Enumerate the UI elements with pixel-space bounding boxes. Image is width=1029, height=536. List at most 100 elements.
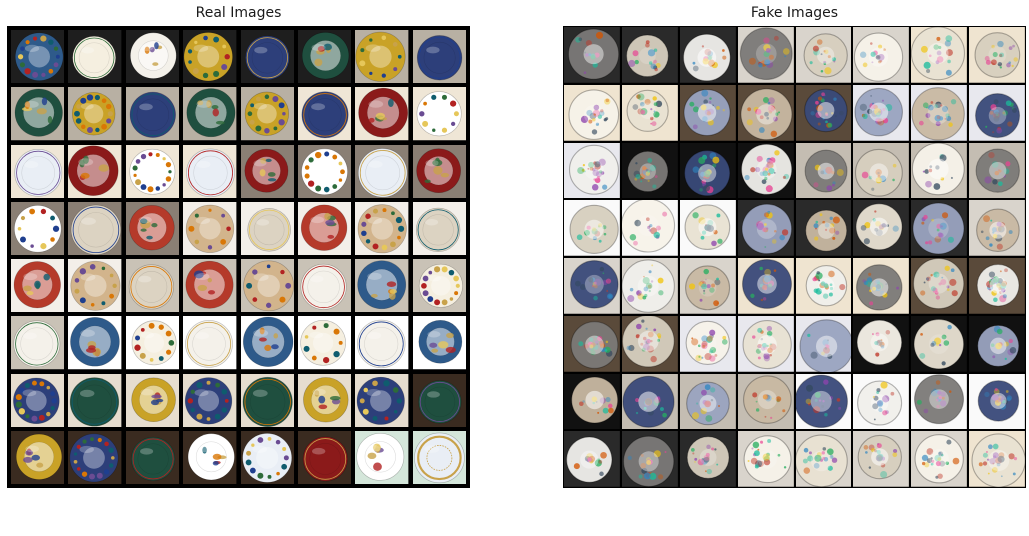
real-plate-image bbox=[11, 201, 65, 255]
real-plate-image bbox=[183, 373, 237, 427]
fake-plate-image bbox=[853, 200, 910, 256]
fake-plate-image bbox=[621, 200, 678, 256]
fake-plate-image bbox=[737, 142, 794, 199]
fake-plate-image bbox=[795, 315, 852, 372]
real-plate-image bbox=[11, 259, 65, 313]
fake-plate-image bbox=[969, 200, 1025, 256]
fake-plate-image bbox=[621, 142, 678, 199]
real-plate-image bbox=[125, 259, 180, 313]
real-plate-image bbox=[68, 87, 122, 141]
fake-plate-image bbox=[621, 431, 678, 487]
fake-plate-image bbox=[737, 315, 794, 372]
real-plate-image bbox=[240, 144, 294, 198]
fake-plate-image bbox=[969, 142, 1025, 199]
fake-plate-image bbox=[737, 84, 794, 141]
fake-plate-image bbox=[621, 258, 678, 314]
fake-plate-image bbox=[737, 373, 794, 430]
fake-plate-image bbox=[969, 373, 1025, 430]
real-plate-image bbox=[125, 373, 180, 427]
real-plate-image bbox=[412, 87, 466, 141]
real-plate-image bbox=[297, 373, 352, 427]
real-plate-image bbox=[355, 144, 409, 198]
real-plate-image bbox=[297, 430, 352, 484]
real-plate-image bbox=[412, 430, 466, 484]
fake-plate-image bbox=[621, 84, 678, 141]
real-plate-image bbox=[183, 259, 237, 313]
fake-plate-image bbox=[795, 84, 852, 141]
real-plate-image bbox=[355, 201, 409, 255]
right-panel-title: Fake Images bbox=[750, 5, 839, 21]
real-plate-image bbox=[11, 373, 65, 427]
fake-plate-image bbox=[564, 142, 620, 199]
real-plate-image bbox=[355, 316, 409, 370]
real-plate-image bbox=[11, 430, 65, 484]
real-plate-image bbox=[355, 259, 409, 313]
fake-plate-image bbox=[679, 142, 736, 199]
real-plate-image bbox=[240, 316, 294, 370]
fake-plate-image bbox=[853, 431, 910, 487]
fake-plate-image bbox=[969, 431, 1025, 487]
real-plate-image bbox=[240, 373, 294, 427]
real-plate-image bbox=[240, 430, 294, 484]
real-plate-image bbox=[68, 259, 122, 313]
real-plate-image bbox=[11, 87, 65, 141]
real-plate-image bbox=[355, 87, 409, 141]
fake-plate-image bbox=[969, 258, 1025, 314]
fake-plate-image bbox=[969, 315, 1025, 372]
real-plate-image bbox=[183, 430, 237, 484]
real-plate-image bbox=[11, 30, 65, 84]
real-plate-image bbox=[11, 316, 65, 370]
fake-plate-image bbox=[621, 27, 678, 83]
real-plate-image bbox=[240, 30, 294, 84]
fake-plate-image bbox=[737, 200, 794, 256]
real-plate-image bbox=[412, 316, 466, 370]
real-plate-image bbox=[125, 144, 180, 198]
real-plate-image bbox=[297, 201, 352, 255]
fake-plate-image bbox=[853, 315, 910, 372]
fake-plate-image bbox=[564, 431, 620, 487]
fake-plate-image bbox=[853, 258, 910, 314]
fake-plate-image bbox=[911, 431, 968, 487]
real-plate-image bbox=[183, 144, 237, 198]
real-images-grid bbox=[7, 26, 470, 488]
real-plate-image bbox=[68, 430, 122, 484]
fake-plate-image bbox=[679, 431, 736, 487]
fake-plate-image bbox=[564, 315, 620, 372]
fake-plate-image bbox=[911, 200, 968, 256]
real-plate-image bbox=[297, 316, 352, 370]
real-plate-image bbox=[240, 87, 294, 141]
real-plate-image bbox=[125, 30, 180, 84]
real-plate-image bbox=[355, 30, 409, 84]
fake-plate-image bbox=[564, 84, 620, 141]
real-plate-image bbox=[240, 201, 294, 255]
fake-plate-image bbox=[679, 84, 736, 141]
real-plate-image bbox=[183, 201, 237, 255]
real-plate-image bbox=[297, 144, 352, 198]
fake-plate-image bbox=[911, 258, 968, 314]
fake-plate-image bbox=[795, 142, 852, 199]
real-plate-image bbox=[297, 259, 352, 313]
fake-plate-image bbox=[853, 373, 910, 430]
fake-plate-image bbox=[621, 315, 678, 372]
fake-plate-image bbox=[795, 373, 852, 430]
fake-plate-image bbox=[969, 27, 1025, 83]
real-plate-image bbox=[125, 87, 180, 141]
real-plate-image bbox=[183, 316, 237, 370]
real-plate-image bbox=[297, 30, 352, 84]
fake-plate-image bbox=[679, 258, 736, 314]
fake-plate-image bbox=[737, 431, 794, 487]
real-plate-image bbox=[240, 259, 294, 313]
real-plate-image bbox=[125, 201, 180, 255]
fake-plate-image bbox=[737, 27, 794, 83]
fake-plate-image bbox=[679, 27, 736, 83]
real-plate-image bbox=[183, 30, 237, 84]
fake-plate-image bbox=[679, 200, 736, 256]
real-plate-image bbox=[412, 373, 466, 427]
fake-plate-image bbox=[679, 315, 736, 372]
fake-plate-image bbox=[911, 373, 968, 430]
real-plate-image bbox=[68, 201, 122, 255]
fake-plate-image bbox=[853, 84, 910, 141]
real-plate-image bbox=[125, 430, 180, 484]
real-plate-image bbox=[68, 373, 122, 427]
